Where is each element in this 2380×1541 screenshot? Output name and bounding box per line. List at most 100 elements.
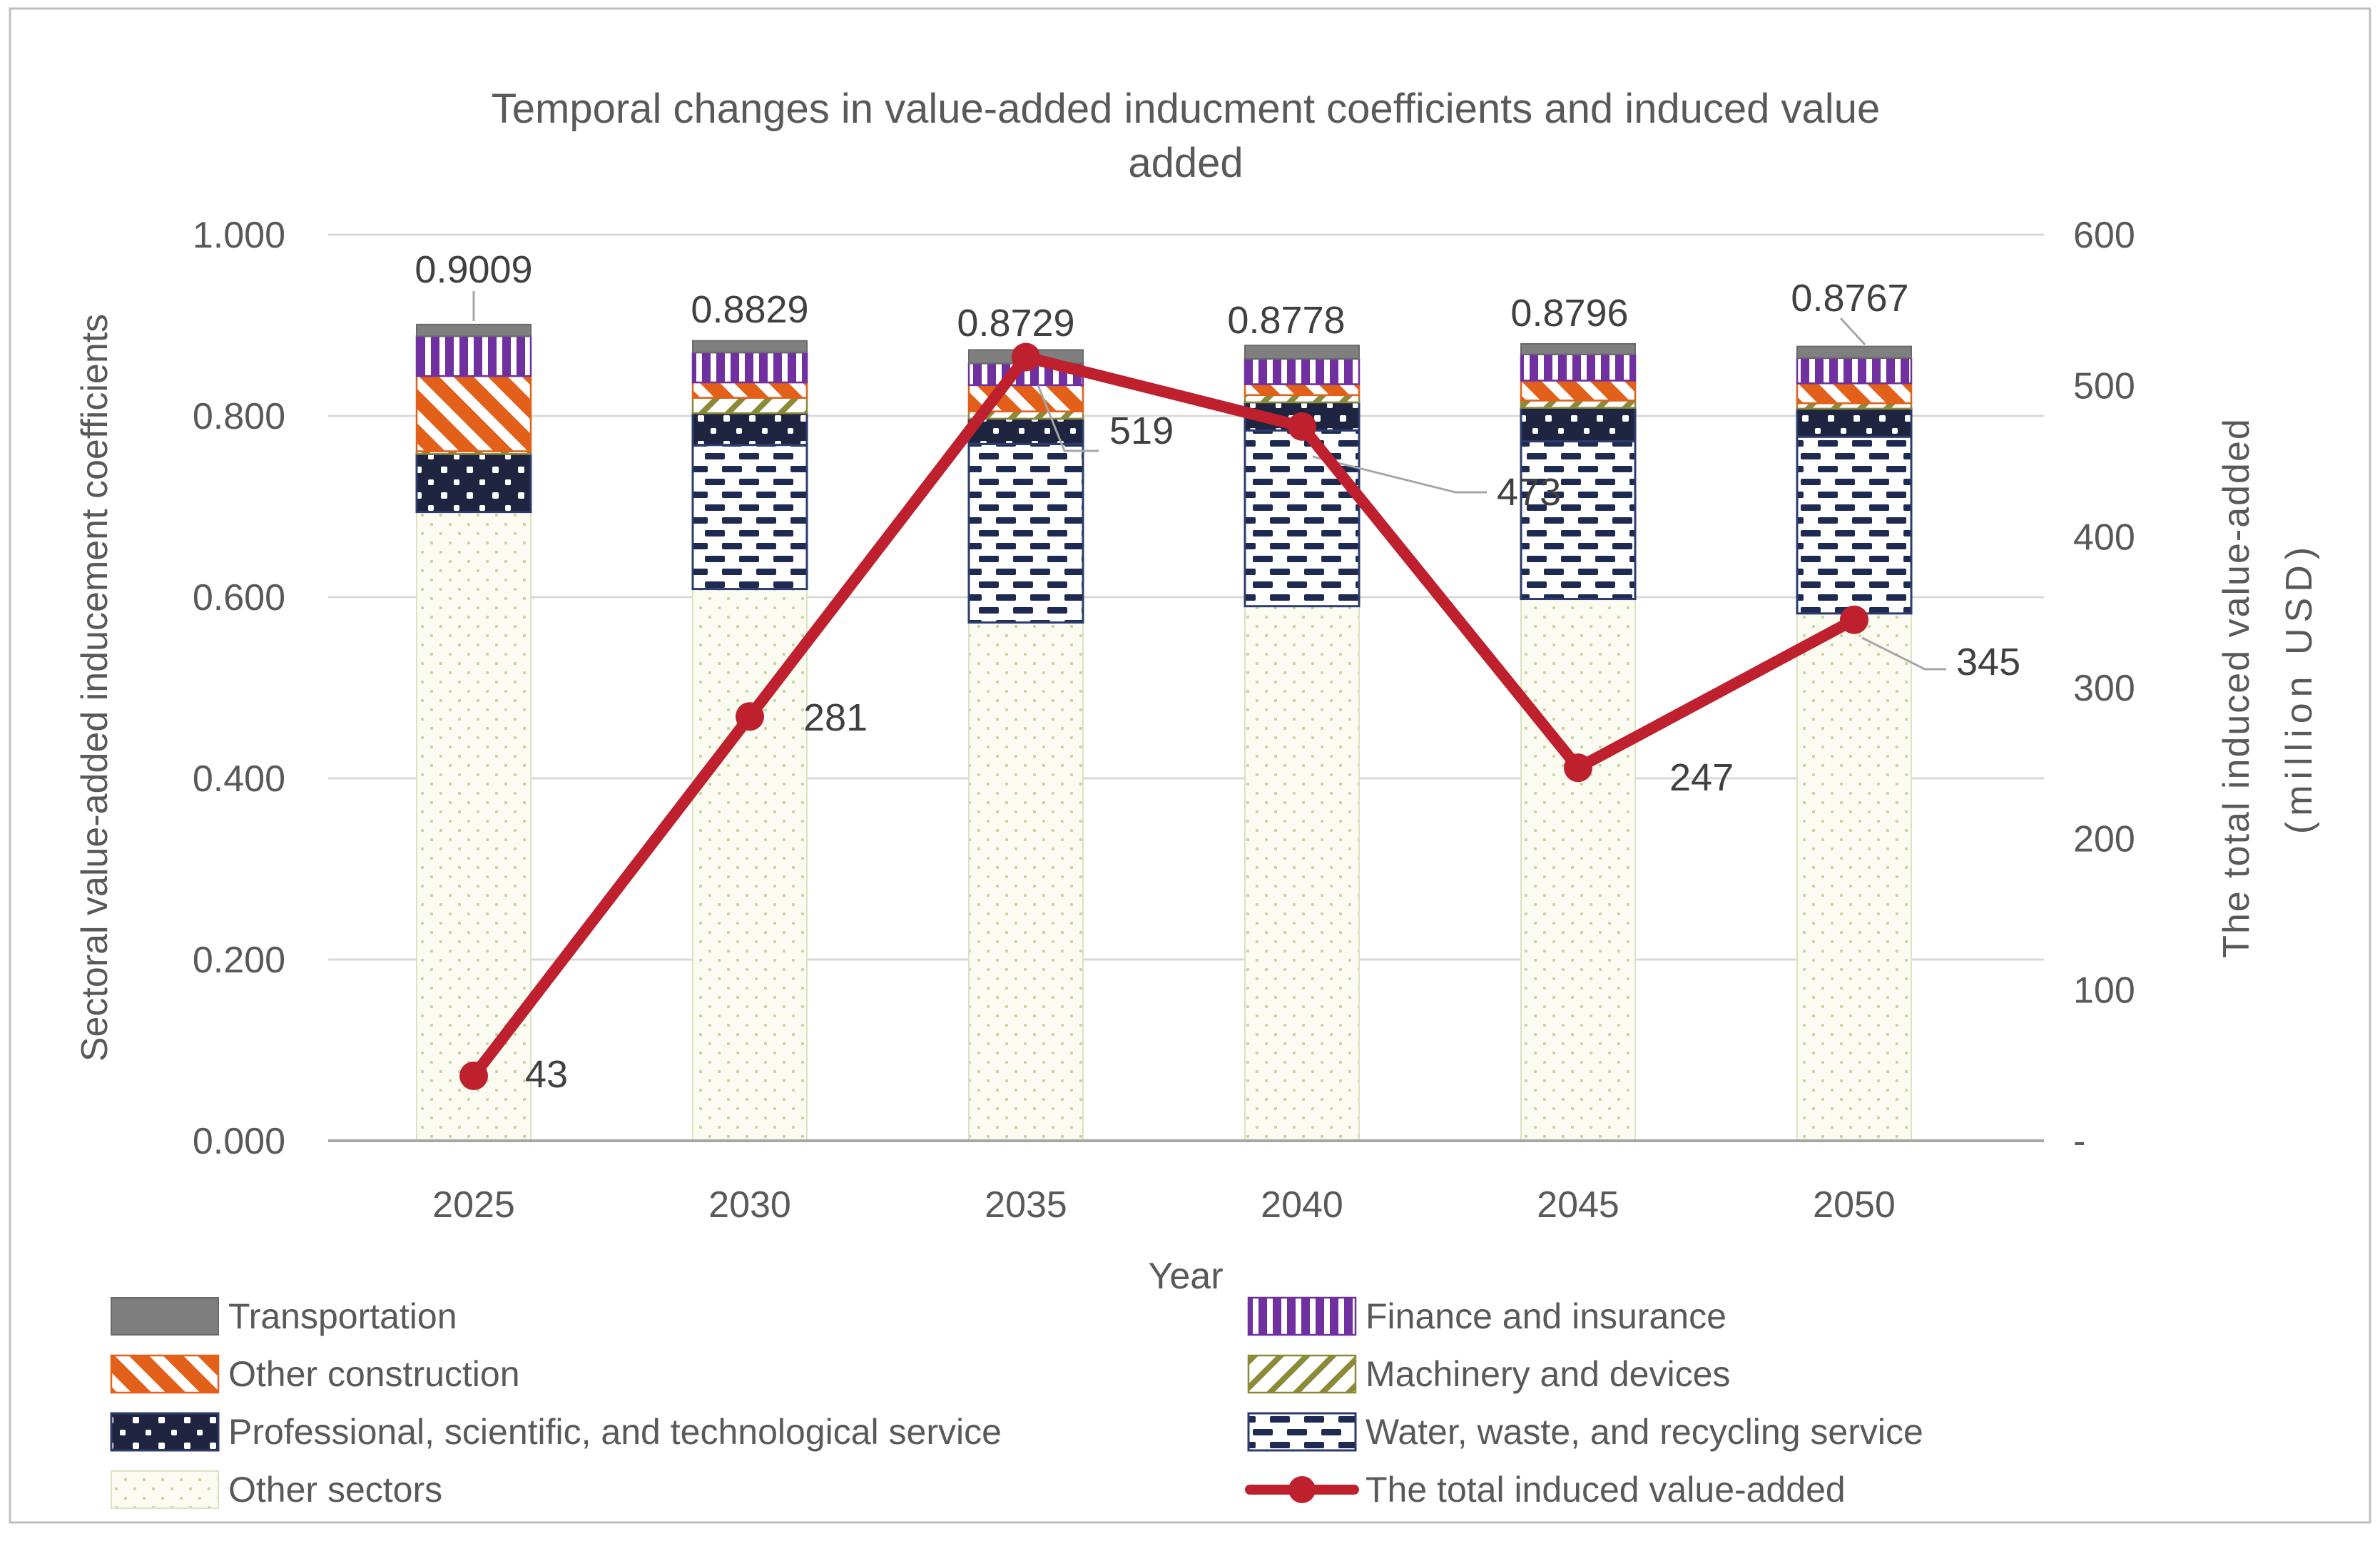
line-value-label: 43 [525,1053,568,1096]
right-axis-tick: 500 [2073,366,2135,407]
bar-total-label: 0.8767 [1791,277,1908,320]
bar-segment-finance-2040 [1244,357,1361,385]
bar-segment-professional-2035 [967,417,1084,445]
legend-item: Water, waste, and recycling service [1247,1412,1923,1452]
bar-segment-professional-2030 [691,412,808,447]
bar-segment-transportation-2040 [1244,345,1360,360]
x-axis-label: 2025 [432,1184,515,1226]
line-value-labels: 43 281 519 473 247 345 [525,410,2020,1096]
bar-total-label: 0.8829 [691,288,808,331]
bar-segment-other-2025 [416,511,532,1141]
bar-segment-construction-2045 [1520,380,1637,402]
x-axis-label: 2035 [985,1184,1067,1226]
bar-series-group [415,323,1913,1141]
right-axis-tick: 300 [2073,668,2135,709]
total-induced-line [468,351,1860,1082]
leader-line-519 [1037,385,1099,452]
bar-segment-other-2050 [1796,612,1912,1141]
left-axis-tick: 0.200 [193,940,285,981]
legend-label: Water, waste, and recycling service [1366,1412,1923,1452]
left-axis-tick: 0.800 [193,396,285,437]
bar-segment-finance-2025 [415,335,532,377]
legend-label: Machinery and devices [1366,1354,1730,1394]
line-marker [459,1061,488,1090]
legend-label: The total induced value-added [1366,1470,1846,1510]
x-axis-label: 2040 [1261,1184,1343,1226]
bar-segment-other-2040 [1244,605,1360,1141]
bar-segment-machinery-2045 [1520,400,1637,409]
bar-segment-water-2045 [1520,440,1637,601]
line-value-label: 247 [1669,756,1734,799]
legend-item: Transportation [111,1296,457,1336]
left-axis-title: Sectoral value-added inducement coeffici… [74,314,116,1062]
chart-title-line: added [1128,140,1243,186]
legend-item: The total induced value-added [1245,1470,1846,1510]
legend-label: Other construction [228,1354,520,1394]
bar-segment-transportation-2025 [416,323,532,337]
chart-title-line: Temporal changes in value-added inducmen… [492,86,1880,132]
line-value-label: 473 [1497,471,1561,514]
bar-segment-transportation-2030 [692,340,808,354]
legend-swatch-transportation [111,1297,219,1336]
legend-label: Professional, scientific, and technologi… [228,1412,1002,1452]
legend-label: Transportation [228,1296,457,1336]
bar-segment-water-2035 [967,442,1084,624]
left-axis-tick: 0.600 [193,577,285,619]
legend-item: Other sectors [111,1470,442,1510]
bar-segment-professional-2050 [1796,407,1913,438]
bar-segment-professional-2045 [1520,407,1637,443]
bar-segment-water-2030 [691,444,808,591]
legend-swatch-construction [110,1354,220,1394]
legend-swatch-finance [1247,1296,1357,1336]
bar-segment-other-2045 [1520,598,1636,1141]
line-value-label: 345 [1956,641,2020,683]
x-axis-label: 2030 [708,1184,791,1226]
bar-segment-construction-2030 [691,381,808,399]
legend: Transportation Finance and insurance Other… [110,1296,1923,1510]
left-axis-tick-labels: 0.000 0.200 0.400 0.600 0.800 1.000 [193,215,285,1162]
line-marker [1564,753,1592,783]
legend-item: Machinery and devices [1247,1354,1730,1394]
leader-line-473 [1312,455,1487,494]
line-marker [1288,412,1316,441]
line-marker [1840,605,1868,634]
bar-segment-construction-2050 [1796,382,1913,405]
bar-total-label: 0.8729 [957,302,1074,345]
right-axis-tick: 100 [2073,970,2135,1011]
leader-line-345 [1861,636,1946,671]
leader-lines [472,291,1946,671]
figure-border [9,7,2371,1524]
bar-total-label: 0.9009 [415,248,532,291]
bar-segment-finance-2030 [691,351,808,384]
x-axis-labels: 2025 2030 2035 2040 2045 2050 [432,1184,1896,1226]
right-axis-tick: - [2073,1121,2085,1162]
legend-item: Finance and insurance [1247,1296,1726,1336]
bar-segment-professional-2025 [415,452,532,514]
bar-segment-transportation-2050 [1796,345,1912,359]
bar-segment-construction-2040 [1244,383,1361,397]
left-axis-tick: 0.400 [193,758,285,800]
gridlines [328,233,2044,961]
bar-segment-other-2030 [692,588,808,1141]
right-axis-title: The total induced value-added [2216,417,2257,958]
bar-total-label: 0.8778 [1227,299,1345,342]
right-axis-subtitle: (million USD) [2279,541,2320,834]
right-axis-tick: 200 [2073,819,2135,860]
bar-total-label: 0.8796 [1510,292,1628,335]
bar-segment-other-2035 [968,621,1084,1141]
legend-item: Other construction [110,1354,520,1394]
bar-segment-machinery-2040 [1244,394,1361,404]
legend-swatch-professional [110,1412,220,1452]
bar-segment-construction-2025 [415,375,532,452]
bar-segment-transportation-2045 [1520,342,1636,355]
line-value-label: 519 [1109,410,1174,452]
right-axis-tick-labels: 600 500 400 300 200 100 - [2073,215,2135,1162]
line-value-label: 281 [803,696,868,739]
legend-swatch-machinery [1247,1354,1357,1394]
legend-item: Professional, scientific, and technologi… [110,1412,1002,1452]
bar-segment-finance-2045 [1520,353,1637,382]
bar-segment-water-2050 [1796,435,1913,615]
